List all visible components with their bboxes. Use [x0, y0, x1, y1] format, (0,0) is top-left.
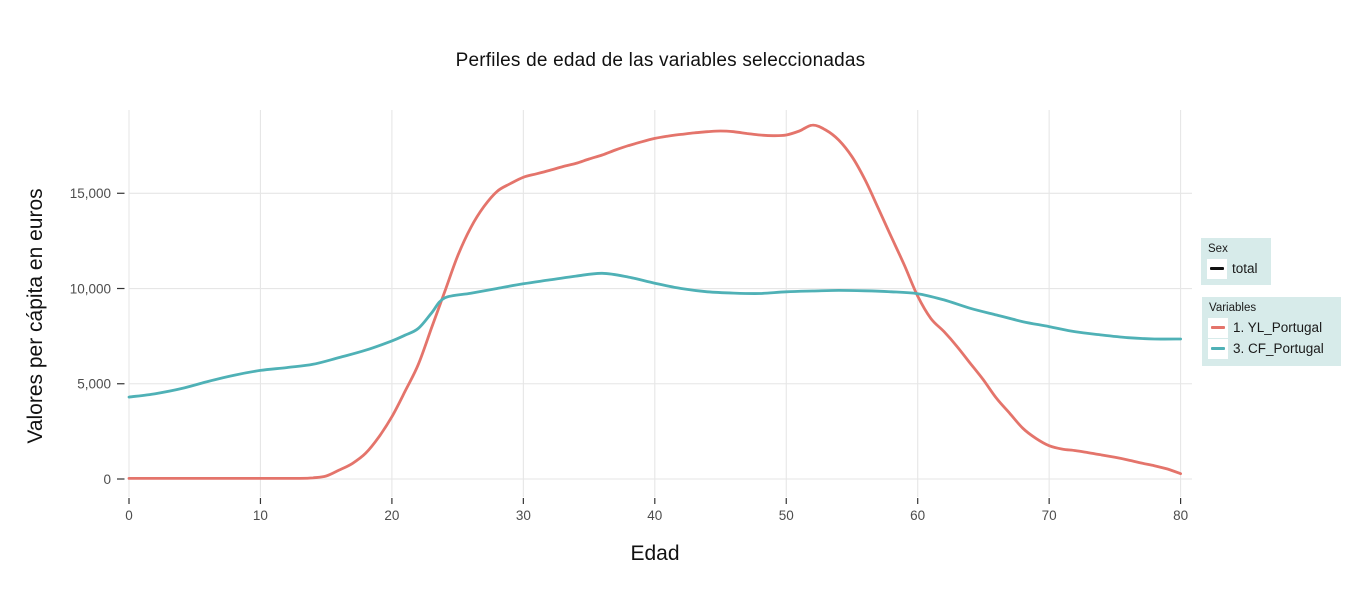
- svg-text:80: 80: [1173, 508, 1188, 523]
- svg-text:0: 0: [103, 472, 111, 487]
- svg-text:10,000: 10,000: [70, 281, 111, 296]
- series-line-3-cf-portugal: [127, 271, 1182, 399]
- svg-text:50: 50: [779, 508, 794, 523]
- legend-item-yl-portugal: 1. YL_Portugal: [1208, 317, 1333, 338]
- svg-text:20: 20: [384, 508, 399, 523]
- legend-label-total: total: [1232, 261, 1258, 276]
- legend-key-yl-portugal: [1208, 317, 1228, 338]
- series-line-1-yl-portugal: [127, 123, 1182, 480]
- cf-portugal-line-swatch: [1211, 347, 1225, 350]
- legend-label-yl-portugal: 1. YL_Portugal: [1233, 320, 1323, 335]
- x-tick-labels: 0 10 20 30 40 50 60 70 80: [125, 508, 1188, 523]
- legend-key-total: [1207, 258, 1227, 279]
- yl-portugal-line-swatch: [1211, 326, 1225, 329]
- tick-marks: [117, 192, 1182, 504]
- legend-variables-title: Variables: [1209, 302, 1257, 314]
- svg-text:15,000: 15,000: [70, 186, 111, 201]
- legend-sex: Sex total: [1201, 238, 1271, 285]
- svg-text:60: 60: [910, 508, 925, 523]
- legend-sex-title: Sex: [1208, 243, 1228, 255]
- legend-key-cf-portugal: [1208, 338, 1228, 359]
- gridlines: [128, 110, 1192, 497]
- chart-title: Perfiles de edad de las variables selecc…: [455, 50, 866, 71]
- svg-text:10: 10: [253, 508, 268, 523]
- svg-text:70: 70: [1042, 508, 1057, 523]
- svg-text:40: 40: [647, 508, 662, 523]
- legend-item-total: total: [1207, 258, 1263, 279]
- total-line-swatch: [1210, 267, 1224, 270]
- legend-label-cf-portugal: 3. CF_Portugal: [1233, 341, 1324, 356]
- y-tick-labels: 0 5,000 10,000 15,000: [70, 186, 111, 487]
- svg-text:5,000: 5,000: [77, 377, 111, 392]
- legend-item-cf-portugal: 3. CF_Portugal: [1208, 338, 1333, 359]
- legend-variables: Variables 1. YL_Portugal 3. CF_Portugal: [1202, 297, 1341, 366]
- x-axis-title: Edad: [630, 542, 680, 565]
- svg-text:30: 30: [516, 508, 531, 523]
- svg-text:0: 0: [125, 508, 133, 523]
